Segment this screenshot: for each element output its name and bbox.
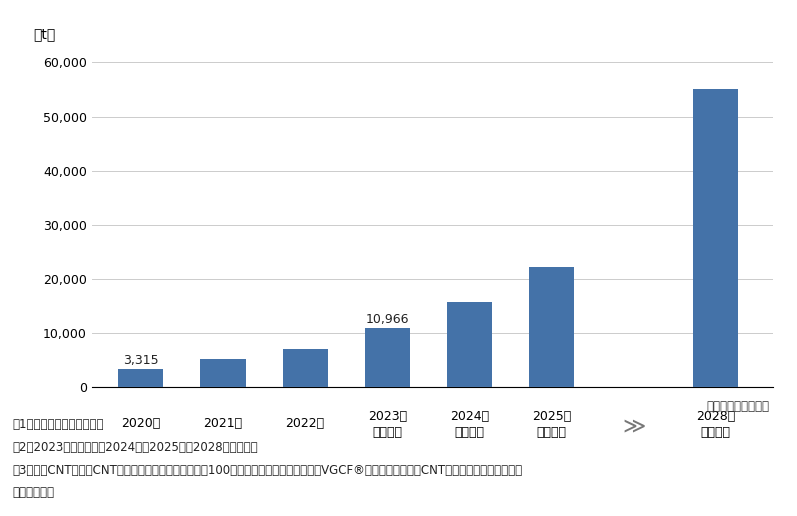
Bar xyxy=(529,267,574,387)
Bar xyxy=(200,359,245,387)
Text: 注1．メーカー出荷量ベース: 注1．メーカー出荷量ベース xyxy=(12,418,104,431)
Bar xyxy=(365,328,410,387)
Text: 2020年: 2020年 xyxy=(121,417,160,430)
Text: 注2．2023年は見込値、2024年、2025年、2028年は予測値: 注2．2023年は見込値、2024年、2025年、2028年は予測値 xyxy=(12,441,257,454)
Text: 2024年: 2024年 xyxy=(450,410,489,423)
Text: を算出した。: を算出した。 xyxy=(12,486,54,499)
Text: （t）: （t） xyxy=(33,27,56,41)
Text: 矢野経済研究所調べ: 矢野経済研究所調べ xyxy=(706,400,769,413)
Text: （予測）: （予測） xyxy=(536,426,567,439)
Text: 10,966: 10,966 xyxy=(366,313,409,326)
Text: 2023年: 2023年 xyxy=(367,410,406,423)
Bar xyxy=(118,369,163,387)
Bar xyxy=(447,301,492,387)
Text: （予測）: （予測） xyxy=(454,426,485,439)
Bar xyxy=(693,89,738,387)
Text: 3,315: 3,315 xyxy=(123,354,159,367)
Text: 2021年: 2021年 xyxy=(203,417,242,430)
Text: （予測）: （予測） xyxy=(701,426,731,439)
Text: 注3．単層CNTと多層CNTに加え、類似の構造体で直径100㎚超の株式会社レゾナック「VGCF®」を含めた広義のCNTを対象として、市場規模: 注3．単層CNTと多層CNTに加え、類似の構造体で直径100㎚超の株式会社レゾナ… xyxy=(12,464,522,477)
Text: 2028年: 2028年 xyxy=(696,410,736,423)
Text: （見込）: （見込） xyxy=(372,426,402,439)
Text: 2025年: 2025年 xyxy=(532,410,571,423)
Bar xyxy=(283,349,328,387)
Text: ≫: ≫ xyxy=(622,417,645,437)
Text: 2022年: 2022年 xyxy=(285,417,324,430)
